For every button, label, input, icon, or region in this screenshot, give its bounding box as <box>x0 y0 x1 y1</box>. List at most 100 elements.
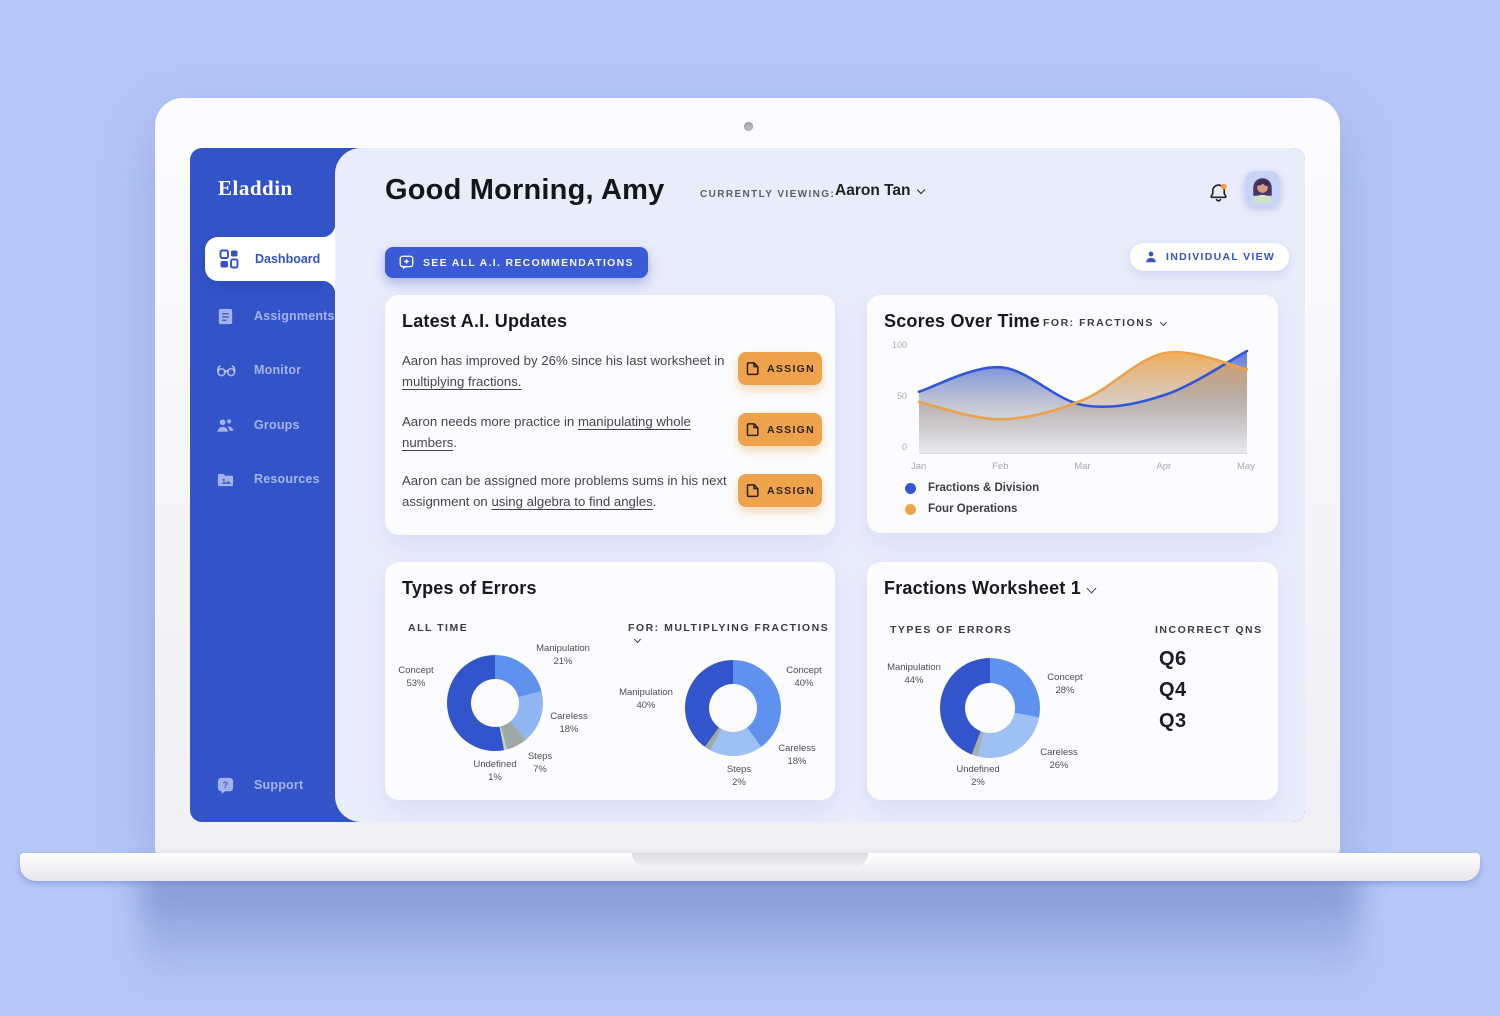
donut-label-careless: Careless 18% <box>778 743 816 768</box>
scores-filter-dropdown[interactable]: FOR: FRACTIONS <box>1043 317 1167 329</box>
individual-view-button[interactable]: INDIVIDUAL VIEW <box>1130 243 1290 271</box>
assign-document-icon <box>746 362 759 376</box>
sidebar-item-label: Resources <box>254 472 320 486</box>
sidebar-item-support[interactable]: ? Support <box>190 767 335 803</box>
donut-multiplying-fractions <box>685 660 781 756</box>
x-tick: Feb <box>992 461 1009 472</box>
area-chart <box>917 349 1249 454</box>
assign-document-icon <box>746 484 759 498</box>
assign-button-3[interactable]: ASSIGN <box>738 474 822 507</box>
resources-folder-icon <box>216 471 237 488</box>
all-time-label: ALL TIME <box>408 622 469 634</box>
card-title: Types of Errors <box>402 578 537 598</box>
sidebar-item-label: Assignments <box>254 309 335 323</box>
currently-viewing-dropdown[interactable]: Aaron Tan <box>835 182 925 200</box>
user-avatar[interactable] <box>1245 171 1280 206</box>
donut-label-concept: Concept 53% <box>398 665 434 690</box>
laptop-mockup: Eladdin Dashboard <box>155 98 1340 855</box>
series-line-four-operations <box>917 350 1249 421</box>
donut-label-undefined: Undefined 2% <box>956 764 1000 789</box>
legend-dot-blue <box>905 482 916 494</box>
active-tab-fillet-bottom <box>322 281 335 294</box>
notifications-bell-button[interactable] <box>1203 177 1233 207</box>
ai-update-item: Aaron can be assigned more problems sums… <box>402 473 727 509</box>
x-tick: Jan <box>911 461 927 472</box>
svg-text:?: ? <box>223 779 229 789</box>
worksheet-errors-label: TYPES OF ERRORS <box>890 624 1013 636</box>
avatar-illustration <box>1245 171 1280 206</box>
sidebar-item-dashboard[interactable]: Dashboard <box>205 237 335 281</box>
topic-link[interactable]: manipulating whole numbers <box>402 414 691 450</box>
sidebar-item-assignments[interactable]: Assignments <box>190 298 335 334</box>
support-help-icon: ? <box>216 776 237 795</box>
sidebar-item-groups[interactable]: Groups <box>190 407 335 443</box>
legend-label: Four Operations <box>928 503 1018 515</box>
incorrect-qns-list: Q6 Q4 Q3 <box>1159 648 1187 741</box>
x-tick: May <box>1237 461 1255 472</box>
assign-button-1[interactable]: ASSIGN <box>738 352 822 385</box>
currently-viewing-label: CURRENTLY VIEWING: <box>700 189 836 200</box>
active-tab-fillet-top <box>322 224 335 237</box>
legend-item-four-operations: Four Operations <box>905 503 1017 515</box>
ai-update-item: Aaron needs more practice in manipulatin… <box>402 414 691 450</box>
donut-label-manipulation: Manipulation 44% <box>887 662 941 687</box>
donut-label-careless: Careless 18% <box>550 711 588 736</box>
laptop-floor-shadow <box>140 876 1360 1016</box>
laptop-base-notch <box>632 853 868 866</box>
legend-dot-orange <box>905 503 916 515</box>
donut-worksheet-errors <box>940 658 1040 758</box>
y-axis-tick: 0 <box>901 442 907 452</box>
series-area-four-operations <box>919 352 1247 453</box>
fractions-worksheet-card: Fractions Worksheet 1 TYPES OF ERRORS Ma… <box>867 562 1278 800</box>
incorrect-qns-label: INCORRECT QNS <box>1155 624 1263 636</box>
assign-label: ASSIGN <box>766 362 816 375</box>
currently-viewing-value: Aaron Tan <box>835 182 911 199</box>
assign-document-icon <box>746 423 759 437</box>
sidebar-item-label: Groups <box>254 418 300 432</box>
ai-sparkle-bubble-icon <box>399 255 414 270</box>
x-axis-labels: Jan Feb Mar Apr May <box>911 461 1255 472</box>
donut-label-manipulation: Manipulation 21% <box>536 643 590 668</box>
ai-update-item: Aaron has improved by 26% since his last… <box>402 353 725 389</box>
topic-link[interactable]: multiplying fractions. <box>402 373 522 389</box>
incorrect-question: Q3 <box>1159 710 1187 732</box>
main-content: Good Morning, Amy CURRENTLY VIEWING: Aar… <box>335 148 1305 822</box>
assign-label: ASSIGN <box>766 423 816 436</box>
series-line-fractions-division <box>917 349 1249 408</box>
sidebar-item-monitor[interactable]: Monitor <box>190 352 335 388</box>
topic-link[interactable]: using algebra to find angles <box>491 493 653 509</box>
incorrect-question: Q4 <box>1159 679 1187 701</box>
errors-filter-dropdown[interactable]: FOR: MULTIPLYING FRACTIONS <box>628 622 835 646</box>
card-title: Latest A.I. Updates <box>402 311 568 331</box>
donut-label-careless: Careless 26% <box>1040 747 1078 772</box>
see-all-recommendations-label: SEE ALL A.I. RECOMMENDATIONS <box>423 256 634 269</box>
donut-label-concept: Concept 28% <box>1047 672 1083 697</box>
y-axis-tick: 100 <box>891 340 907 350</box>
assign-button-2[interactable]: ASSIGN <box>738 413 822 446</box>
groups-icon <box>216 417 237 434</box>
sidebar-item-resources[interactable]: Resources <box>190 461 335 497</box>
incorrect-question: Q6 <box>1159 648 1187 670</box>
donut-label-concept: Concept 40% <box>786 665 822 690</box>
chevron-down-icon <box>633 635 642 644</box>
types-of-errors-card: Types of Errors ALL TIME Concept 53% Mani… <box>385 562 835 800</box>
chevron-down-icon <box>1086 583 1097 594</box>
laptop-base <box>20 853 1480 881</box>
latest-ai-updates-card: Latest A.I. Updates Aaron has improved b… <box>385 295 835 535</box>
y-axis-tick: 50 <box>896 391 907 401</box>
donut-label-steps: Steps 7% <box>527 751 553 776</box>
donut-all-time <box>447 655 543 751</box>
person-icon <box>1146 251 1156 263</box>
donut-label-undefined: Undefined 1% <box>473 759 517 784</box>
donut-label-manipulation: Manipulation 40% <box>619 687 673 712</box>
page-title: Good Morning, Amy <box>385 174 665 206</box>
sidebar-item-label: Monitor <box>254 363 302 377</box>
worksheet-title-dropdown[interactable]: Fractions Worksheet 1 <box>884 578 1097 599</box>
app-logo: Eladdin <box>218 176 293 200</box>
dashboard-icon <box>219 249 240 269</box>
app-screen: Eladdin Dashboard <box>190 148 1305 822</box>
x-tick: Mar <box>1074 461 1091 472</box>
bell-icon <box>1209 183 1227 202</box>
see-all-recommendations-button[interactable]: SEE ALL A.I. RECOMMENDATIONS <box>385 247 648 278</box>
assign-label: ASSIGN <box>766 484 816 497</box>
